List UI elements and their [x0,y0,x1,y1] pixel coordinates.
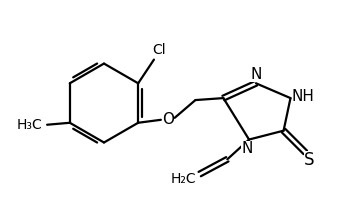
Text: Cl: Cl [152,43,166,57]
Text: S: S [304,151,315,169]
Text: N: N [250,67,262,82]
Text: O: O [162,112,174,127]
Text: H₂C: H₂C [171,172,197,186]
Text: N: N [241,141,253,156]
Text: NH: NH [292,89,315,104]
Text: H₃C: H₃C [16,118,42,132]
